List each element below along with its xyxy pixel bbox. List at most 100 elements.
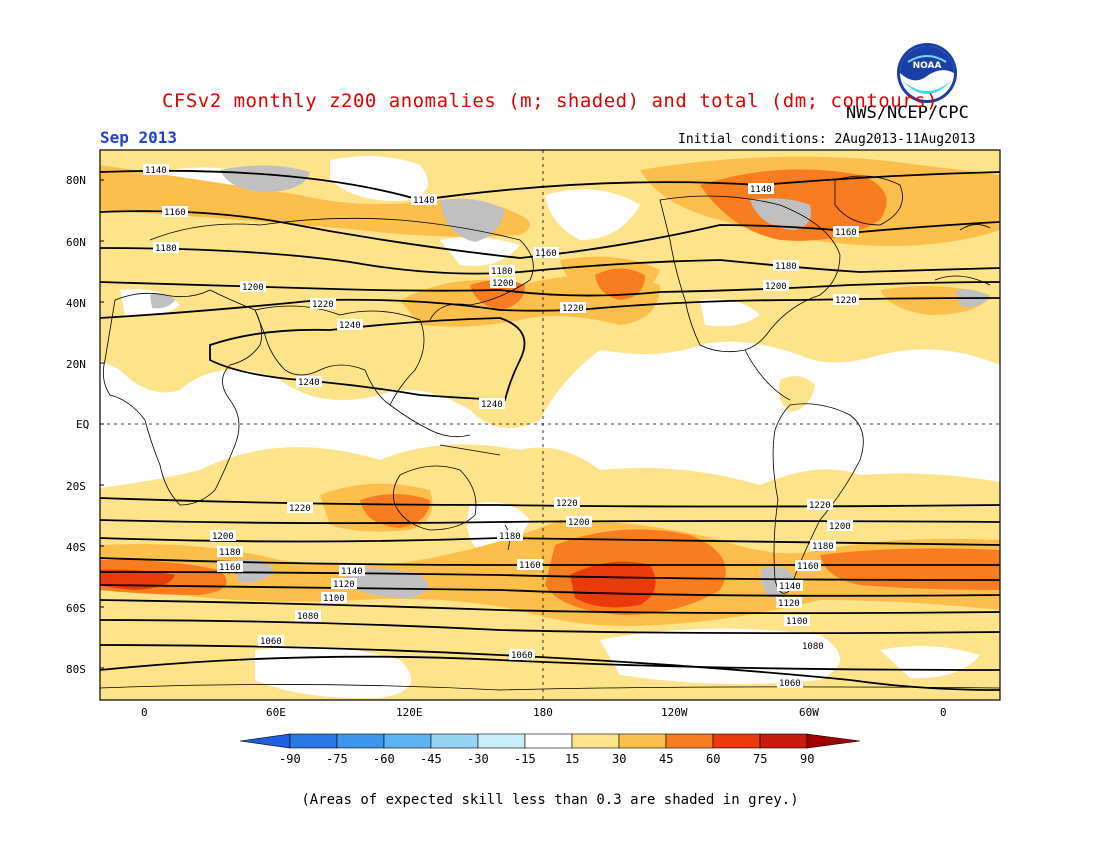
- colorbar-cell: [477, 733, 526, 749]
- colorbar-cell: [571, 733, 620, 749]
- contour-label: 1220: [554, 497, 580, 509]
- contour-label: 1160: [217, 561, 243, 573]
- map-frame: [99, 149, 1001, 701]
- svg-text:1140: 1140: [341, 567, 363, 577]
- colorbar-label: -60: [373, 752, 395, 766]
- colorbar-label: -15: [514, 752, 536, 766]
- svg-text:1220: 1220: [312, 300, 334, 310]
- contour-label: 1200: [240, 281, 266, 293]
- colorbar-cell: [524, 733, 573, 749]
- colorbar-cell: [239, 733, 291, 749]
- contour-label: 1220: [807, 499, 833, 511]
- colorbar-label: -90: [279, 752, 301, 766]
- colorbar-cell: [336, 733, 385, 749]
- svg-text:1240: 1240: [339, 321, 361, 331]
- anomaly-below-15: [120, 156, 980, 699]
- contour-label: 1160: [833, 226, 859, 238]
- contour-label: 1180: [153, 242, 179, 254]
- contour-label: 1140: [339, 565, 365, 577]
- svg-text:1120: 1120: [778, 599, 800, 609]
- contour-label: 1240: [296, 376, 322, 388]
- contour-1060-sh: [100, 644, 1000, 691]
- agency-label: NWS/NCEP/CPC: [846, 103, 969, 123]
- contour-label: 1080: [295, 610, 321, 622]
- lat-label: EQ: [76, 418, 89, 431]
- lon-axis: 0 60E 120E 180 120W 60W 0: [141, 706, 947, 719]
- lat-label: 40N: [66, 297, 86, 310]
- contour-1080-sh: [100, 619, 1000, 635]
- contour-label: 1240: [337, 319, 363, 331]
- contour-label: 1220: [560, 302, 586, 314]
- contour-label: 1120: [331, 578, 357, 590]
- contour-1100-sh: [100, 599, 1000, 615]
- forecast-month: Sep 2013: [100, 128, 178, 147]
- noaa-logo-text: NOAA: [913, 61, 942, 71]
- contour-label: 1240: [479, 398, 505, 410]
- svg-text:1220: 1220: [835, 296, 857, 306]
- contour-label: 1160: [795, 560, 821, 572]
- svg-text:1120: 1120: [333, 580, 355, 590]
- svg-text:1220: 1220: [562, 304, 584, 314]
- colorbar-cell: [618, 733, 667, 749]
- lat-label: 20N: [66, 358, 86, 371]
- skill-footnote: (Areas of expected skill less than 0.3 a…: [301, 792, 799, 808]
- svg-text:1100: 1100: [786, 617, 808, 627]
- svg-text:1200: 1200: [492, 279, 514, 289]
- colorbar: -90 -75 -60 -45 -30 -15 15 30 45 60 75 9…: [239, 733, 861, 766]
- svg-text:1080: 1080: [802, 642, 824, 652]
- svg-text:1080: 1080: [297, 612, 319, 622]
- svg-text:1060: 1060: [511, 651, 533, 661]
- contour-label: 1180: [217, 546, 243, 558]
- colorbar-label: 75: [753, 752, 767, 766]
- svg-text:1220: 1220: [809, 501, 831, 511]
- contour-label: 1160: [162, 206, 188, 218]
- svg-text:1140: 1140: [750, 185, 772, 195]
- contour-1120-sh: [100, 584, 1000, 597]
- contour-label: 1160: [533, 247, 559, 259]
- noaa-logo-icon: NOAA: [897, 43, 957, 103]
- contour-extra-sh: [100, 655, 1000, 671]
- svg-text:1100: 1100: [323, 594, 345, 604]
- colorbar-label: -30: [467, 752, 489, 766]
- colorbar-cell: [759, 733, 808, 749]
- map-plot-area: 1140 1140 1140 1160 1160 1160 1180 1180 …: [100, 150, 1000, 700]
- colorbar-label: 90: [800, 752, 814, 766]
- svg-text:1160: 1160: [219, 563, 241, 573]
- svg-text:1140: 1140: [145, 166, 167, 176]
- colorbar-cell: [806, 733, 861, 749]
- colorbar-cell: [712, 733, 761, 749]
- svg-text:1240: 1240: [481, 400, 503, 410]
- svg-text:1200: 1200: [829, 522, 851, 532]
- map-gridlines: [100, 150, 1000, 700]
- svg-text:1180: 1180: [499, 532, 521, 542]
- svg-text:1200: 1200: [765, 282, 787, 292]
- contour-label: 1220: [833, 294, 859, 306]
- svg-text:1180: 1180: [491, 267, 513, 277]
- lon-label: 60E: [266, 706, 286, 719]
- lon-label: 0: [141, 706, 148, 719]
- svg-text:1140: 1140: [413, 196, 435, 206]
- svg-text:1140: 1140: [779, 582, 801, 592]
- lon-label: 60W: [799, 706, 819, 719]
- svg-text:1220: 1220: [556, 499, 578, 509]
- lat-label: 60S: [66, 602, 86, 615]
- contour-label: 1060: [509, 649, 535, 661]
- lat-axis: 80N 60N 40N 20N EQ 20S 40S 60S 80S: [66, 174, 104, 676]
- colorbar-label: -75: [326, 752, 348, 766]
- svg-text:1180: 1180: [219, 548, 241, 558]
- svg-text:1160: 1160: [835, 228, 857, 238]
- lat-label: 80N: [66, 174, 86, 187]
- colorbar-label: 15: [565, 752, 579, 766]
- contour-label: 1200: [763, 280, 789, 292]
- colorbar-label: 60: [706, 752, 720, 766]
- contour-label: 1160: [517, 559, 543, 571]
- contour-label: 1180: [497, 530, 523, 542]
- colorbar-cell: [289, 733, 338, 749]
- contour-label: 1060: [258, 635, 284, 647]
- lon-label: 120W: [661, 706, 688, 719]
- contour-1180-nh: [100, 247, 1000, 275]
- contour-label: 1100: [321, 592, 347, 604]
- svg-text:1200: 1200: [242, 283, 264, 293]
- svg-text:1180: 1180: [812, 542, 834, 552]
- svg-text:1240: 1240: [298, 378, 320, 388]
